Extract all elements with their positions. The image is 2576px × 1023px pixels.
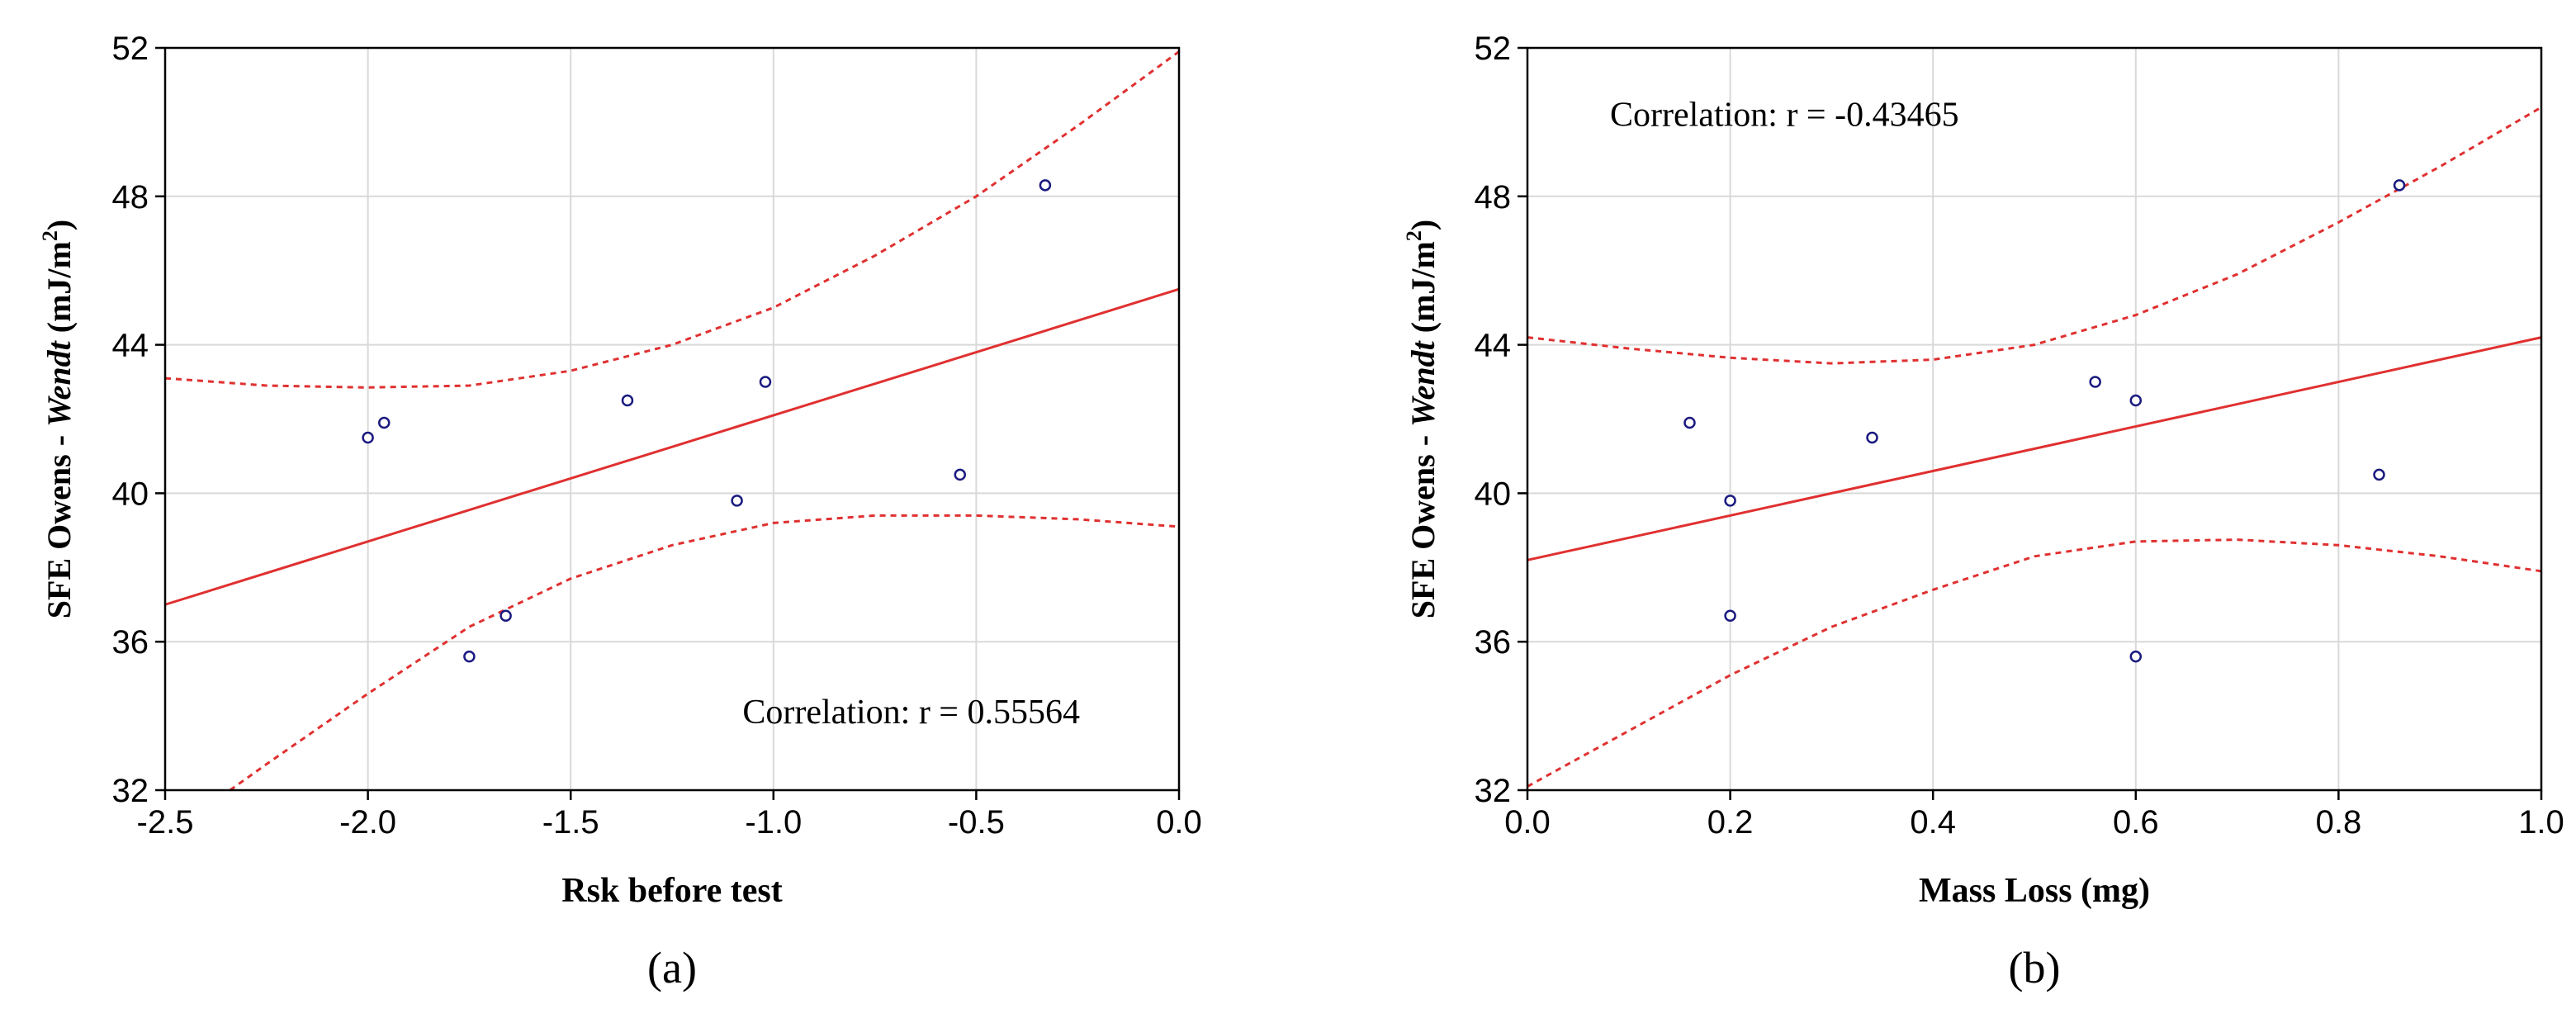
panel-b-data-point	[2089, 376, 2101, 388]
panel-b-data-point	[2393, 179, 2406, 192]
panel-a-ylabel-emph: Wendt	[40, 339, 78, 427]
panel-a-y-tick-label: 32	[112, 773, 149, 809]
panel-b-x-tick-label: 0.0	[1504, 804, 1551, 841]
panel-b-y-tick-label: 48	[1475, 179, 1512, 215]
panel-b-data-point	[1724, 609, 1736, 622]
panel-a-grid	[165, 48, 1179, 790]
panel-a-data-point	[362, 431, 374, 444]
panel-a-x-tick-label: 0.0	[1156, 804, 1202, 841]
panel-a-label: (a)	[647, 943, 697, 992]
panel-b-y-tick-label: 44	[1475, 328, 1512, 364]
panel-a-x-tick-label: -2.5	[137, 804, 194, 841]
panel-b-fit	[1527, 336, 2542, 561]
panel-b-confidence-bands	[1527, 106, 2542, 788]
panel-b-x-tick-label: 0.2	[1707, 804, 1754, 841]
panel-a-correlation-annotation: Correlation: r = 0.55564	[742, 694, 1080, 732]
panel-b-ylabel-close: )	[1404, 220, 1442, 230]
panel-b-y-tick-label: 40	[1475, 476, 1512, 512]
panel-a-ylabel-sup: 2	[38, 230, 62, 241]
panel-b-label: (b)	[2009, 943, 2061, 992]
panel-b-ylabel-unit: (mJ/m	[1404, 241, 1442, 341]
panel-a-plot-frame	[163, 46, 1181, 792]
panel-b-regression-line	[1527, 336, 2542, 561]
panel-a-ylabel-close: )	[40, 220, 78, 230]
panel-a-y-tick-label: 36	[112, 624, 149, 661]
panel-b-ci-lower	[1527, 538, 2542, 788]
panel-b-y-tick-label: 52	[1475, 31, 1512, 67]
panel-b-y-tick-label: 36	[1475, 624, 1512, 661]
panel-b-ylabel-main: SFE Owens -	[1404, 427, 1442, 618]
panel-a-fit	[164, 287, 1180, 606]
panel-a-data-point	[500, 609, 512, 622]
panel-b-ylabel-sup: 2	[1402, 230, 1426, 241]
panel-b-x-tick-label: 0.8	[2316, 804, 2362, 841]
panel-b-data-point	[1866, 431, 1878, 444]
panel-b-y-axis-label: SFE Owens - Wendt (mJ/m2)	[1402, 220, 1442, 618]
panel-a-data-point	[377, 416, 391, 429]
panel-a-data-point	[621, 394, 634, 407]
panel-a-x-tick-label: -1.5	[542, 804, 599, 841]
panel-b-plot-frame	[1526, 46, 2543, 792]
panel-a-y-tick-label: 48	[112, 179, 149, 215]
panel-a-y-tick-label: 52	[112, 31, 149, 67]
panel-b-ylabel-emph: Wendt	[1404, 339, 1442, 427]
panel-b-y-tick-label: 32	[1475, 773, 1512, 809]
panel-a-points	[362, 179, 1052, 663]
panel-a-x-tick-label: -1.0	[745, 804, 802, 841]
panel-b-data-point	[2373, 468, 2385, 481]
panel-b-x-tick-label: 0.4	[1910, 804, 1956, 841]
panel-b-ticks: 0.0 0.2 0.4 0.6 0.8 1.0 32 36 40 44 48 52	[1475, 31, 2564, 841]
panel-a-ylabel-main: SFE Owens -	[40, 427, 78, 618]
panel-a-data-point	[731, 495, 743, 507]
panel-a-y-axis-label: SFE Owens - Wendt (mJ/m2)	[38, 220, 78, 618]
panel-a-y-tick-label: 40	[112, 476, 149, 512]
panel-a: -2.5 -2.0 -1.5 -1.0 -0.5 0.0 32 36 40 44 48 52 Corr…	[38, 31, 1202, 992]
panel-a-data-point	[954, 468, 967, 481]
panel-a-confidence-bands	[164, 50, 1180, 792]
panel-b-points	[1683, 179, 2406, 663]
panel-a-ylabel-unit: (mJ/m	[40, 241, 78, 341]
panel-a-y-tick-label: 44	[112, 328, 149, 364]
panel-b-data-point	[1683, 416, 1696, 429]
panel-b-x-axis-label: Mass Loss (mg)	[1919, 872, 2150, 910]
panel-a-data-point	[759, 376, 772, 388]
panel-b-data-point	[1724, 495, 1736, 507]
panel-a-x-tick-label: -0.5	[948, 804, 1005, 841]
panel-a-data-point	[463, 650, 476, 663]
panel-b-x-tick-label: 1.0	[2518, 804, 2564, 841]
panel-b: 0.0 0.2 0.4 0.6 0.8 1.0 32 36 40 44 48 52 Correlati…	[1402, 31, 2564, 992]
panel-b-data-point	[2129, 650, 2143, 663]
panel-b-data-point	[2129, 394, 2143, 407]
panel-a-ticks: -2.5 -2.0 -1.5 -1.0 -0.5 0.0 32 36 40 44 48 52	[112, 31, 1202, 841]
panel-a-x-axis-label: Rsk before test	[561, 872, 783, 910]
panel-b-correlation-annotation: Correlation: r = -0.43465	[1610, 96, 1959, 134]
panel-a-x-tick-label: -2.0	[339, 804, 396, 841]
panel-b-ci-upper	[1527, 106, 2542, 365]
panel-a-data-point	[1039, 179, 1052, 192]
panel-a-ci-lower	[229, 514, 1180, 792]
panel-a-ci-upper	[164, 50, 1180, 389]
panel-b-grid	[1527, 48, 2541, 790]
panel-b-x-tick-label: 0.6	[2113, 804, 2159, 841]
panel-a-regression-line	[164, 287, 1180, 606]
